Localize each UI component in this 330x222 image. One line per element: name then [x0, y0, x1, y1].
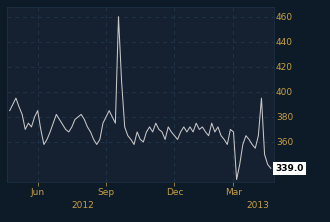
Text: 339.0: 339.0 — [275, 164, 303, 173]
Text: 2012: 2012 — [71, 201, 94, 210]
Text: 2013: 2013 — [246, 201, 269, 210]
